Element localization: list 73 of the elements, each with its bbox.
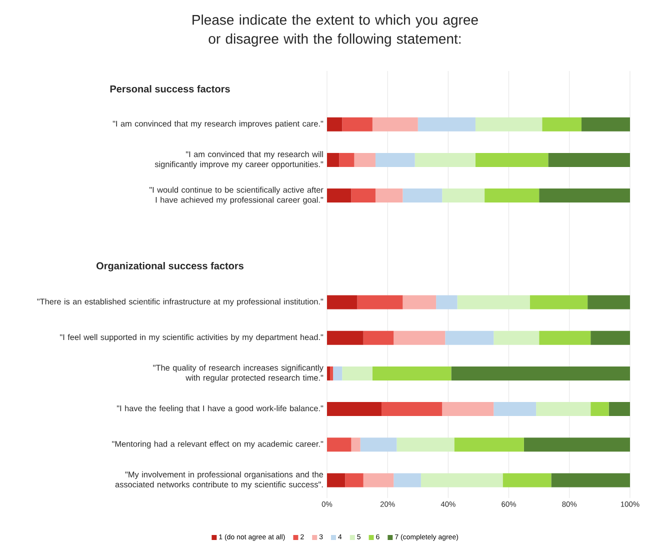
bar [345, 473, 364, 488]
text: Personal success factors [110, 85, 230, 92]
chart-title: Please indicate the extent to which you agree or disagree with the following statement: [192, 14, 478, 47]
bar [342, 117, 372, 132]
bar [351, 188, 376, 203]
bar [536, 402, 591, 416]
bar [375, 188, 403, 203]
bar [372, 366, 452, 380]
y-tick-label: "My involvement in professional organisations and the associated networks contribute to my scientific success". [115, 471, 324, 490]
bar [436, 295, 458, 310]
bar [326, 188, 352, 203]
bar [326, 438, 352, 452]
bar [451, 366, 630, 380]
bar [590, 402, 609, 416]
y-tick-label: "There is an established scientific infrastructure at my professional institution." [37, 298, 324, 306]
bar [494, 402, 536, 416]
bar [402, 188, 442, 203]
bar [442, 188, 485, 203]
bar [363, 473, 394, 488]
y-tick-label: "I am convinced that my research improves patient care." [112, 120, 324, 128]
bar [326, 402, 382, 416]
bar [360, 438, 397, 452]
bar [445, 330, 494, 345]
bar [484, 188, 540, 203]
bar [351, 438, 360, 452]
bar [582, 117, 630, 132]
bar [475, 152, 548, 167]
bar [326, 117, 342, 132]
bar [414, 152, 476, 167]
bar [530, 295, 588, 310]
y-tick-label: "Mentoring had a relevant effect on my academic career." [112, 440, 324, 448]
bar [363, 330, 394, 345]
bar [375, 152, 415, 167]
bar [326, 152, 340, 167]
bar [326, 330, 364, 345]
bar [457, 295, 530, 310]
y-tick-label: "I have the feeling that I have a good work-life balance." [116, 405, 324, 413]
bar [539, 188, 630, 203]
y-tick-label: "I am convinced that my research will significantly improve my career opportunities." [154, 151, 324, 169]
text: Organizational success factors [96, 262, 244, 272]
bar [420, 473, 503, 488]
bar [442, 402, 494, 416]
bar [542, 117, 582, 132]
bar [502, 473, 552, 488]
bar [394, 330, 446, 345]
bar [588, 295, 630, 310]
bar [524, 438, 630, 452]
bar [330, 366, 334, 380]
y-tick-label: "I feel well supported in my scientific activities by my department head." [60, 334, 324, 342]
bar [326, 295, 358, 310]
y-tick-label: "I would continue to be scientifically active after I have achieved my professional career goal." [150, 186, 324, 204]
bar [394, 473, 421, 488]
bar [339, 152, 354, 167]
bar [454, 438, 524, 452]
bar [382, 402, 442, 416]
bar [326, 473, 346, 488]
y-tick-label: "The quality of research increases significantly with regular protected research time." [153, 364, 324, 382]
bar [372, 117, 418, 132]
bar [494, 330, 540, 345]
bar [354, 152, 376, 167]
bar [548, 152, 630, 167]
bar [396, 438, 454, 452]
bar [475, 117, 542, 132]
bar [590, 330, 630, 345]
bar [357, 295, 403, 310]
bar [551, 473, 630, 488]
bar [326, 366, 330, 380]
bar [333, 366, 342, 380]
bar [608, 402, 630, 416]
bar [539, 330, 591, 345]
bar [402, 295, 436, 310]
bar [418, 117, 476, 132]
bar [342, 366, 372, 380]
